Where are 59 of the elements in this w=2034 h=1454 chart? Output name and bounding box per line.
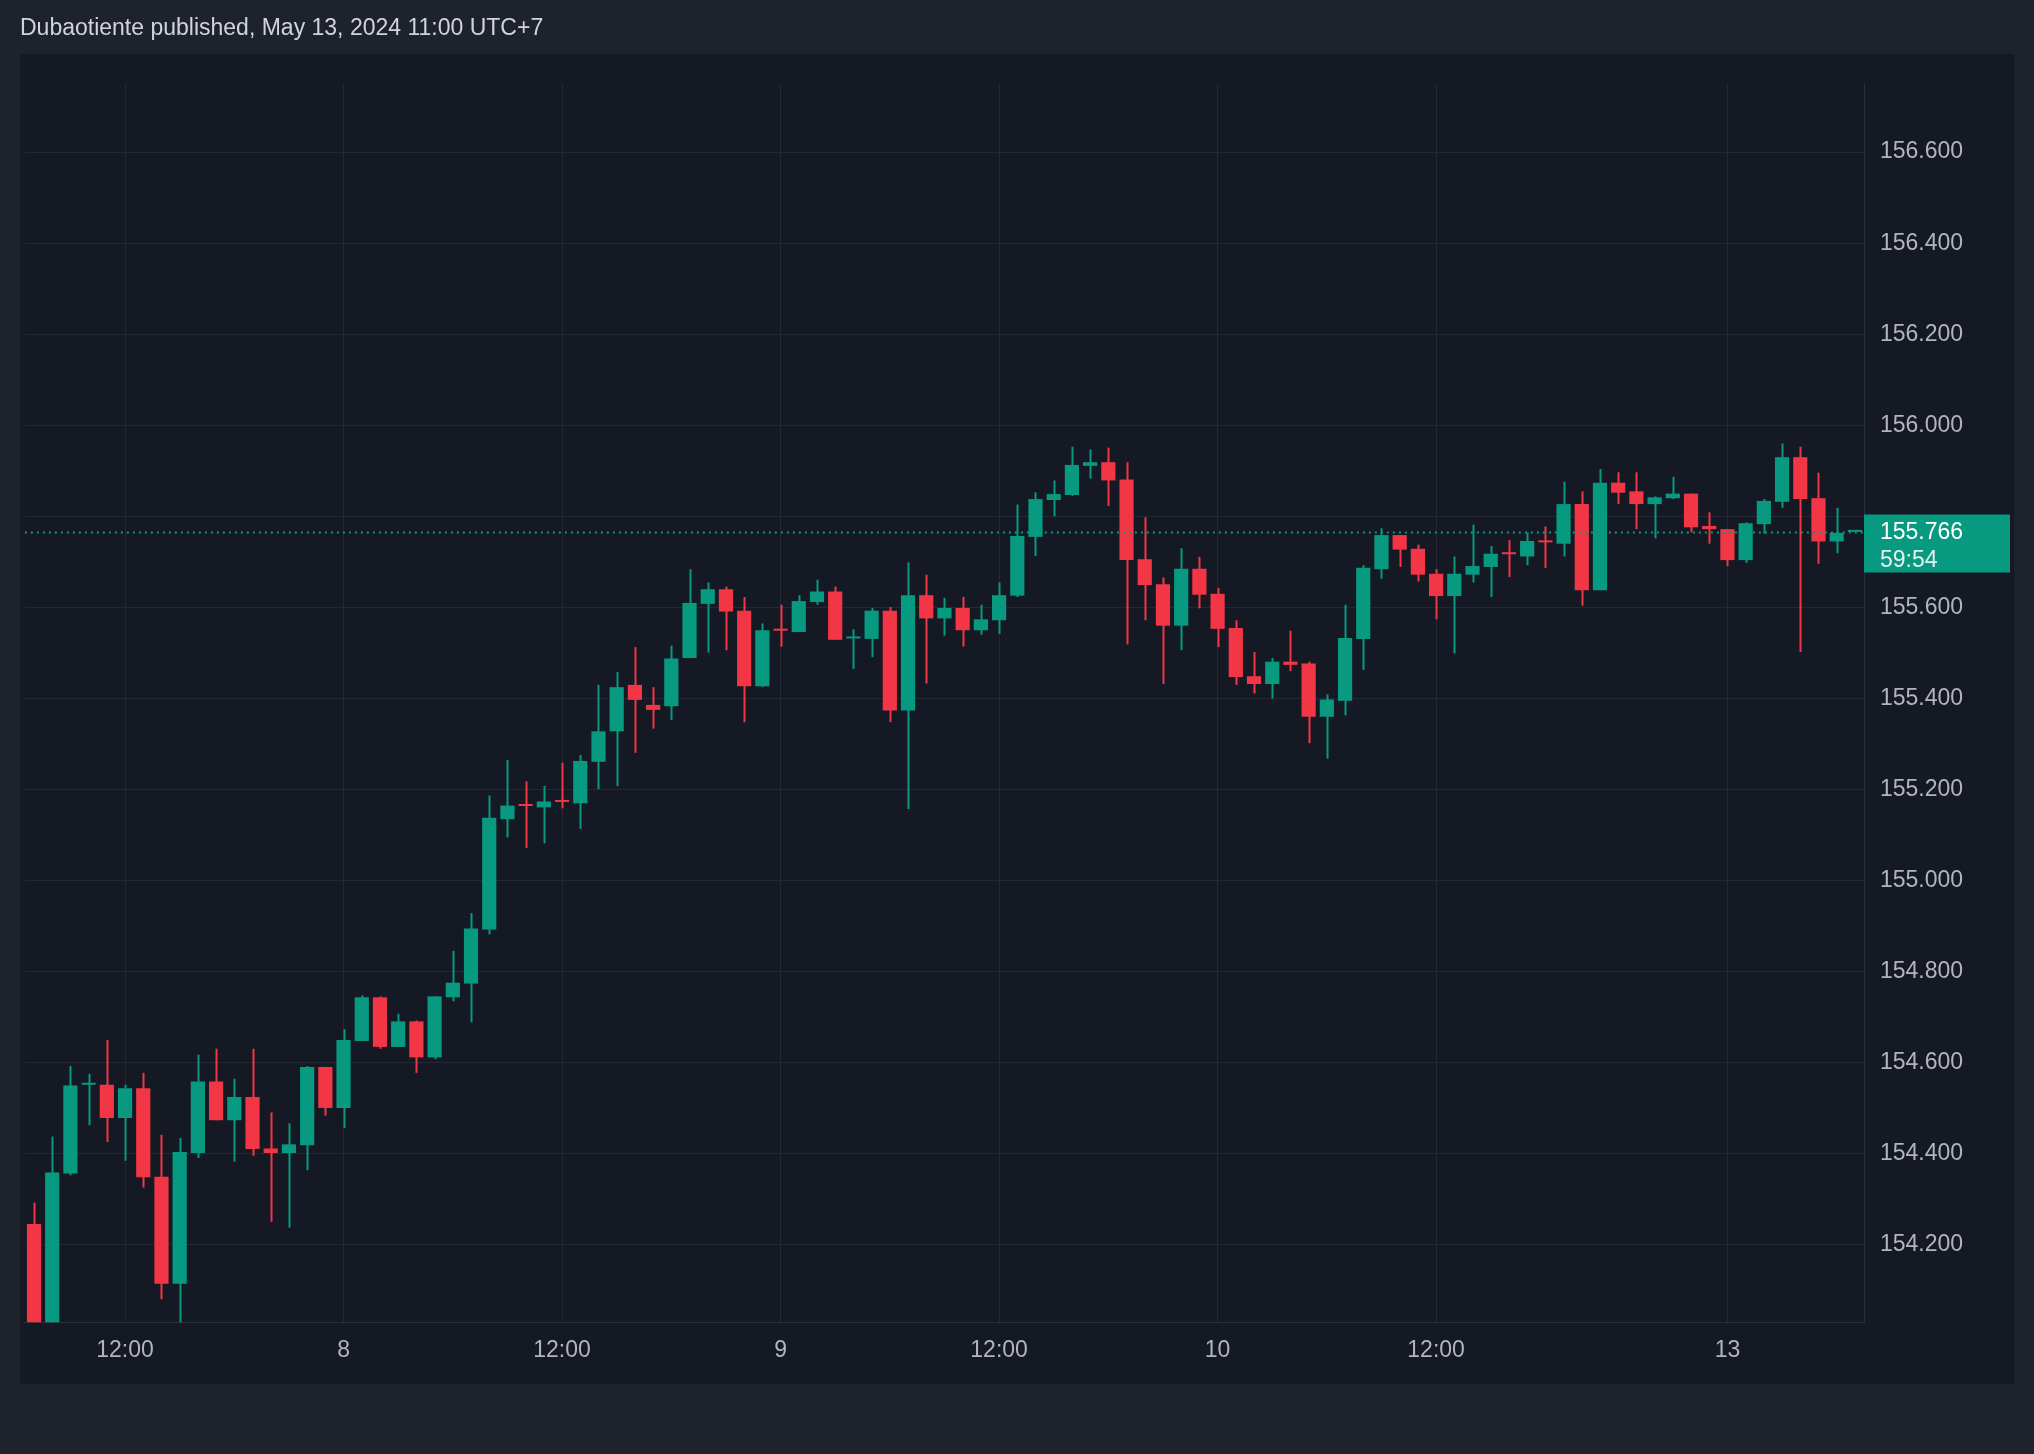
x-tick-label: 9 — [774, 1335, 787, 1362]
candlestick — [1501, 539, 1517, 578]
candlestick — [846, 628, 861, 670]
candlestick — [1611, 471, 1626, 506]
y-tick-label: 154.200 — [1880, 1230, 1964, 1257]
candlestick — [1483, 545, 1498, 598]
candlestick — [1083, 448, 1098, 480]
candlestick — [973, 603, 988, 636]
y-tick-label: 155.400 — [1880, 683, 1964, 710]
y-tick-label: 156.400 — [1880, 228, 1964, 255]
candlestick — [500, 759, 515, 839]
candlestick — [554, 761, 570, 810]
x-tick-label: 10 — [1204, 1335, 1231, 1362]
candlestick — [718, 585, 734, 652]
y-tick-label: 156.000 — [1880, 410, 1964, 437]
candlestick — [1629, 471, 1644, 531]
candlestick — [81, 1072, 96, 1127]
candlestick — [955, 596, 970, 648]
candlestick — [1702, 511, 1717, 545]
ref-line-label: 155.766 — [1880, 517, 1964, 544]
candlestick — [1283, 629, 1298, 673]
candlestick — [809, 578, 825, 606]
candlestick — [445, 949, 460, 1003]
candlestick — [937, 596, 952, 637]
candlestick — [1447, 555, 1462, 655]
candlestick — [773, 603, 788, 648]
candlestick — [919, 573, 934, 685]
x-tick-label: 12:00 — [970, 1335, 1028, 1362]
x-tick-label: 12:00 — [96, 1335, 154, 1362]
candlestick — [1319, 693, 1334, 760]
y-tick-label: 156.200 — [1880, 319, 1964, 346]
candlestick — [281, 1122, 297, 1229]
candlestick — [1392, 534, 1407, 568]
candlestick — [536, 784, 551, 845]
y-tick-label: 154.800 — [1880, 957, 1964, 984]
y-tick-label: 155.200 — [1880, 774, 1964, 801]
candlestick — [1265, 657, 1280, 700]
candlestick — [518, 780, 533, 849]
x-tick-label: 13 — [1714, 1335, 1741, 1362]
candlestick — [1101, 446, 1116, 507]
candlestick — [1538, 525, 1553, 569]
candlestick — [646, 686, 661, 730]
candlestick — [227, 1077, 242, 1163]
candlestick — [700, 581, 715, 654]
y-tick-label: 154.600 — [1880, 1048, 1964, 1075]
y-tick-label: 154.400 — [1880, 1139, 1964, 1166]
x-tick-label: 12:00 — [533, 1335, 591, 1362]
y-tick-label: 156.600 — [1880, 137, 1964, 164]
candlestick — [1246, 651, 1262, 695]
x-tick-label: 8 — [337, 1335, 350, 1362]
y-tick-label: 155.000 — [1880, 866, 1964, 893]
x-tick-label: 12:00 — [1407, 1335, 1465, 1362]
y-tick-label: 155.600 — [1880, 592, 1964, 619]
candlestick — [1046, 479, 1061, 518]
chart-title: Dubaotiente published, May 13, 2024 11:00 UTC+7 — [20, 14, 544, 41]
candlestick — [1428, 568, 1444, 621]
candlestick — [627, 646, 642, 754]
candlestick — [263, 1111, 278, 1223]
text: 59:54 — [1880, 545, 1938, 572]
